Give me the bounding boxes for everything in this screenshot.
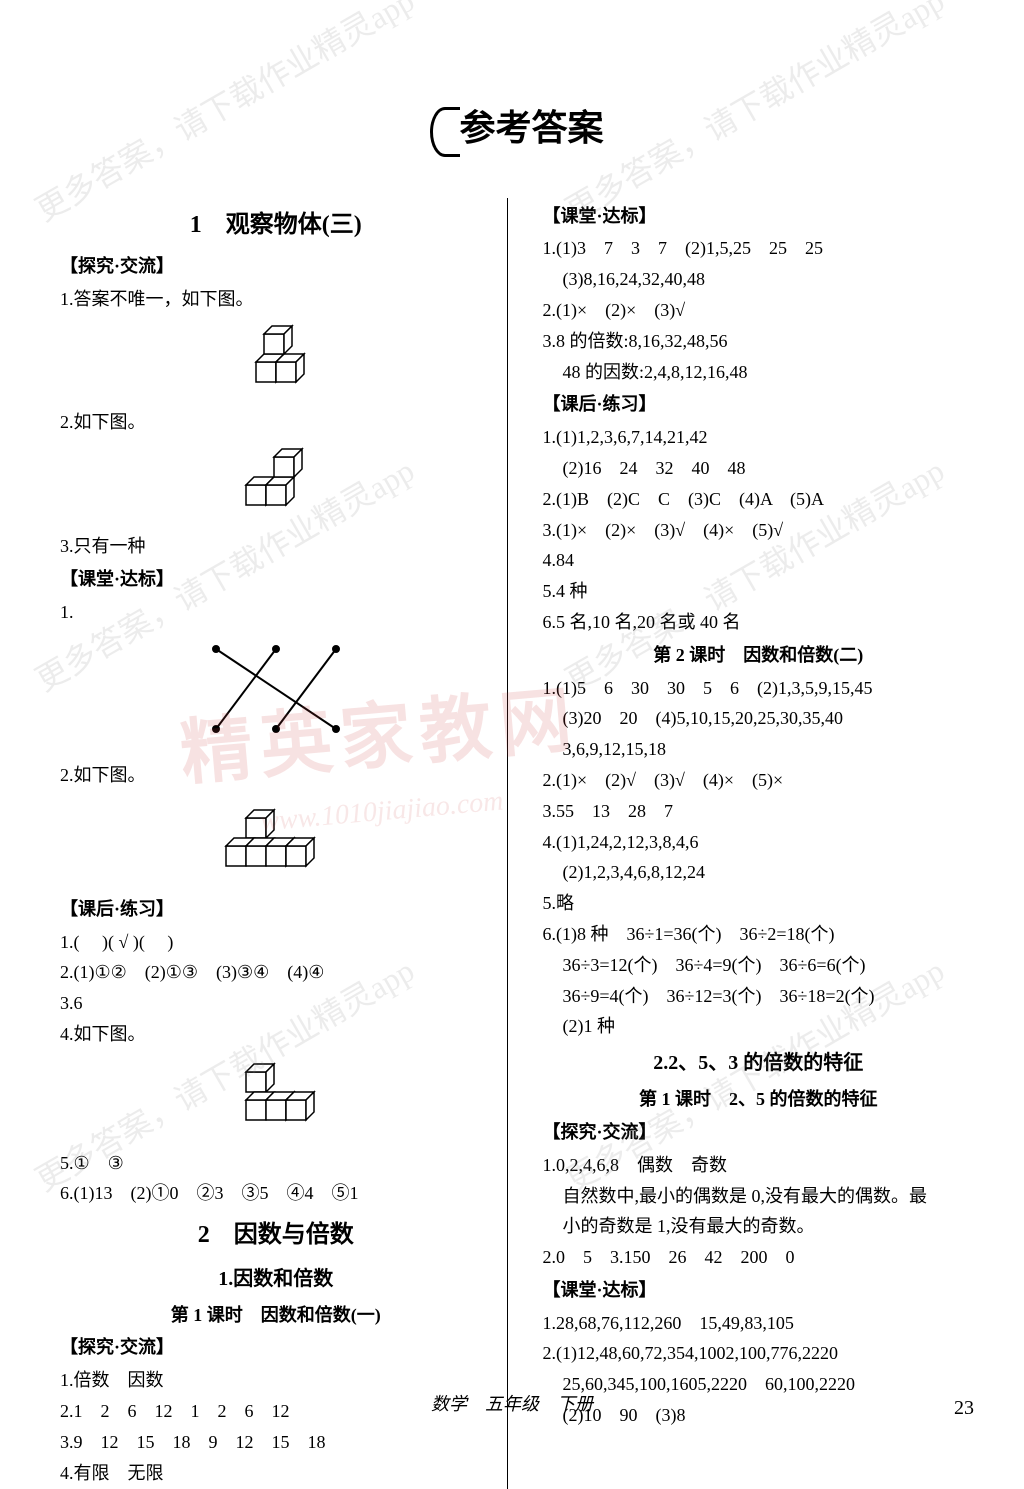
answer-line: 1.(1)1,2,3,6,7,14,21,42 [543, 423, 975, 452]
answer-line: 4.如下图。 [60, 1020, 492, 1049]
answer-line: 2.如下图。 [60, 408, 492, 437]
title-text: 参考答案 [459, 108, 603, 148]
answer-line: 3.55 13 28 7 [543, 797, 975, 826]
answer-line: 1.答案不唯一，如下图。 [60, 285, 492, 314]
page-title: 参考答案 [60, 100, 974, 158]
section-header: 【课后·练习】 [543, 390, 975, 419]
answer-line: 5.① ③ [60, 1149, 492, 1178]
answer-line: 1.0,2,4,6,8 偶数 奇数 [543, 1151, 975, 1180]
chapter-heading: 2 因数与倍数 [60, 1216, 492, 1254]
answer-line: 1.28,68,76,112,260 15,49,83,105 [543, 1309, 975, 1338]
answer-line: 4.84 [543, 546, 975, 575]
section-heading: 1.因数和倍数 [60, 1263, 492, 1295]
cube-figure [60, 322, 492, 401]
left-column: 1 观察物体(三) 【探究·交流】 1.答案不唯一，如下图。 2.如下图。 [60, 198, 508, 1489]
answer-line: 小的奇数是 1,没有最大的奇数。 [543, 1212, 975, 1241]
title-decoration-icon [430, 107, 460, 157]
answer-line: (2)1,2,3,4,6,8,12,24 [543, 858, 975, 887]
answer-line: (3)8,16,24,32,40,48 [543, 265, 975, 294]
answer-line: 3,6,9,12,15,18 [543, 735, 975, 764]
chapter-heading: 1 观察物体(三) [60, 206, 492, 244]
answer-line: 36÷3=12(个) 36÷4=9(个) 36÷6=6(个) [543, 951, 975, 980]
answer-line: (3)20 20 (4)5,10,15,20,25,30,35,40 [543, 704, 975, 733]
answer-line: 2.(1)12,48,60,72,354,1002,100,776,2220 [543, 1339, 975, 1368]
answer-line: 6.5 名,10 名,20 名或 40 名 [543, 608, 975, 637]
answer-line: 1.(1)3 7 3 7 (2)1,5,25 25 25 [543, 234, 975, 263]
page-footer: 数学 五年级 下册 [0, 1390, 1024, 1419]
section-header: 【探究·交流】 [60, 252, 492, 281]
answer-line: 2.(1)× (2)× (3)√ [543, 296, 975, 325]
answer-line: 2.(1)B (2)C C (3)C (4)A (5)A [543, 485, 975, 514]
answer-line: 1.( )( √ )( ) [60, 928, 492, 957]
section-heading: 2.2、5、3 的倍数的特征 [543, 1047, 975, 1079]
content-columns: 1 观察物体(三) 【探究·交流】 1.答案不唯一，如下图。 2.如下图。 [60, 198, 974, 1489]
answer-line: 4.有限 无限 [60, 1459, 492, 1488]
answer-line: 36÷9=4(个) 36÷12=3(个) 36÷18=2(个) [543, 982, 975, 1011]
cube-figure [60, 1057, 492, 1141]
section-header: 【课堂·达标】 [543, 1276, 975, 1305]
cube-figure [60, 445, 492, 524]
answer-line: 3.只有一种 [60, 532, 492, 561]
lesson-heading: 第 2 课时 因数和倍数(二) [543, 641, 975, 670]
answer-line: 2.(1)× (2)√ (3)√ (4)× (5)× [543, 766, 975, 795]
answer-line: 自然数中,最小的偶数是 0,没有最大的偶数。最 [543, 1182, 975, 1211]
answer-line: (2)1 种 [543, 1012, 975, 1041]
answer-line: 3.(1)× (2)× (3)√ (4)× (5)√ [543, 516, 975, 545]
section-header: 【探究·交流】 [60, 1333, 492, 1362]
answer-line: 3.9 12 15 18 9 12 15 18 [60, 1428, 492, 1457]
cross-figure [60, 634, 492, 753]
lesson-heading: 第 1 课时 因数和倍数(一) [60, 1301, 492, 1330]
section-header: 【课堂·达标】 [543, 202, 975, 231]
answer-line: (2)16 24 32 40 48 [543, 454, 975, 483]
right-column: 【课堂·达标】 1.(1)3 7 3 7 (2)1,5,25 25 25 (3)… [528, 198, 975, 1489]
page-number: 23 [954, 1392, 974, 1424]
lesson-heading: 第 1 课时 2、5 的倍数的特征 [543, 1085, 975, 1114]
answer-line: 5.略 [543, 889, 975, 918]
section-header: 【课后·练习】 [60, 895, 492, 924]
answer-line: 4.(1)1,24,2,12,3,8,4,6 [543, 828, 975, 857]
answer-line: 6.(1)13 (2)①0 ②3 ③5 ④4 ⑤1 [60, 1179, 492, 1208]
cube-figure [60, 798, 492, 887]
answer-line: 6.(1)8 种 36÷1=36(个) 36÷2=18(个) [543, 920, 975, 949]
answer-line: 3.6 [60, 989, 492, 1018]
answer-line: 2.0 5 3.150 26 42 200 0 [543, 1243, 975, 1272]
section-header: 【课堂·达标】 [60, 565, 492, 594]
answer-line: 2.如下图。 [60, 761, 492, 790]
answer-line: 1. [60, 598, 492, 627]
answer-line: 1.(1)5 6 30 30 5 6 (2)1,3,5,9,15,45 [543, 674, 975, 703]
section-header: 【探究·交流】 [543, 1118, 975, 1147]
answer-line: 48 的因数:2,4,8,12,16,48 [543, 358, 975, 387]
answer-line: 2.(1)①② (2)①③ (3)③④ (4)④ [60, 958, 492, 987]
answer-line: 5.4 种 [543, 577, 975, 606]
answer-line: 3.8 的倍数:8,16,32,48,56 [543, 327, 975, 356]
